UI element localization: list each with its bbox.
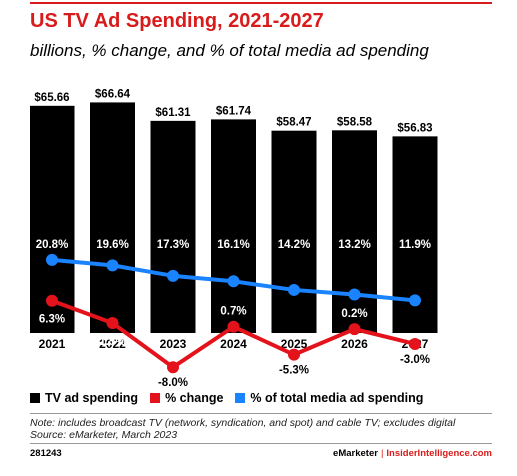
- brand-credit: eMarketer | InsiderIntelligence.com: [333, 448, 492, 459]
- change-label-2025: -5.3%: [279, 365, 309, 377]
- footer-divider: [30, 443, 492, 444]
- share-label-2024: 16.1%: [217, 239, 250, 251]
- brand-site: InsiderIntelligence.com: [386, 448, 492, 459]
- change-point-2025: [288, 348, 300, 361]
- change-point-2024: [227, 320, 240, 333]
- change-point-2023: [167, 361, 179, 374]
- bar-value-label-2021: $65.66: [34, 92, 69, 104]
- change-point-2021: [46, 294, 58, 307]
- share-point-2026: [348, 288, 361, 301]
- change-label-2026: 0.2%: [341, 308, 367, 320]
- bar-2025: [271, 130, 317, 333]
- category-label-2026: 2026: [341, 337, 368, 351]
- bar-value-label-2022: $66.64: [95, 88, 131, 100]
- share-point-2023: [167, 269, 179, 282]
- change-label-2021: 6.3%: [39, 314, 65, 326]
- legend-swatch-bar: [30, 393, 40, 403]
- share-point-2027: [409, 294, 421, 307]
- change-point-2022: [106, 317, 119, 330]
- change-point-2026: [348, 323, 361, 336]
- category-label-2022: 2022: [99, 337, 126, 351]
- legend-swatch-share: [235, 393, 246, 403]
- category-label-2023: 2023: [160, 337, 187, 351]
- category-label-2021: 2021: [39, 337, 66, 351]
- change-label-2027: -3.0%: [400, 354, 430, 366]
- bar-2024: [211, 119, 256, 333]
- change-label-2024: 0.7%: [220, 306, 246, 318]
- category-label-2025: 2025: [281, 337, 308, 351]
- brand-name: eMarketer: [333, 448, 378, 459]
- bar-2026: [332, 130, 377, 333]
- category-label-2024: 2024: [220, 337, 247, 351]
- bar-value-label-2023: $61.31: [155, 107, 191, 119]
- chart-title: US TV Ad Spending, 2021-2027: [30, 10, 324, 32]
- share-label-2025: 14.2%: [278, 239, 311, 251]
- bar-2022: [90, 102, 135, 333]
- share-point-2022: [106, 259, 119, 272]
- chart-legend: TV ad spending % change % of total media…: [30, 391, 435, 405]
- legend-item-share-of-total: % of total media ad spending: [235, 391, 423, 405]
- share-label-2022: 19.6%: [96, 239, 129, 251]
- chart-plot: $65.66 2021 $66.64 2022 $61.31 2023 $61.74 2024…: [30, 88, 438, 389]
- note-divider: [30, 413, 492, 414]
- share-label-2026: 13.2%: [338, 239, 371, 251]
- brand-separator: |: [380, 448, 384, 459]
- chart-id: 281243: [30, 448, 62, 459]
- share-point-2021: [46, 253, 58, 266]
- legend-swatch-change: [150, 393, 161, 403]
- note-text: Note: includes broadcast TV (network, sy…: [30, 417, 456, 429]
- change-point-2027: [409, 337, 421, 350]
- legend-label-tv-ad-spending: TV ad spending: [45, 391, 139, 405]
- legend-item-percent-change: % change: [150, 391, 223, 405]
- chart-frame: US TV Ad Spending, 2021-2027 billions, %…: [30, 0, 492, 476]
- change-label-2023: -8.0%: [158, 377, 188, 389]
- chart-note: Note: includes broadcast TV (network, sy…: [30, 417, 455, 441]
- bar-value-label-2026: $58.58: [337, 116, 373, 128]
- source-text: Source: eMarketer, March 2023: [30, 429, 178, 441]
- legend-item-tv-ad-spending: TV ad spending: [30, 391, 138, 405]
- bar-value-label-2024: $61.74: [216, 105, 252, 117]
- chart-subtitle: billions, % change, and % of total media…: [30, 41, 429, 60]
- legend-label-percent-change: % change: [165, 391, 224, 405]
- top-accent-rule: [30, 2, 492, 4]
- share-label-2023: 17.3%: [157, 239, 190, 251]
- share-point-2024: [227, 275, 240, 288]
- share-label-2027: 11.9%: [399, 239, 431, 251]
- change-label-2022: 1.5%: [99, 336, 125, 348]
- share-label-2021: 20.8%: [36, 239, 69, 251]
- share-point-2025: [288, 283, 300, 296]
- bar-value-label-2027: $56.83: [397, 122, 432, 134]
- bar-2023: [150, 120, 196, 333]
- bar-value-label-2025: $58.47: [276, 117, 311, 129]
- legend-label-share-of-total: % of total media ad spending: [250, 391, 424, 405]
